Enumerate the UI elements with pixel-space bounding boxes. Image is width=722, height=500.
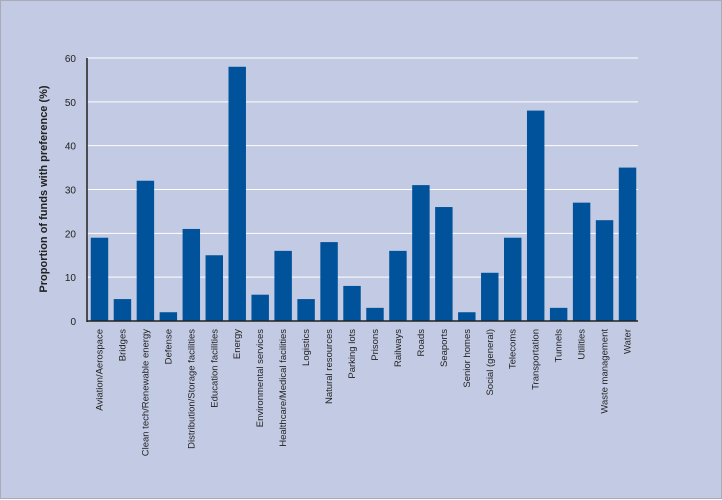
bar-bridges	[113, 299, 132, 321]
x-tick-label: Social (general)	[485, 329, 496, 396]
x-tick-label: Transportation	[531, 329, 542, 390]
x-tick-label: Senior homes	[462, 329, 473, 388]
bar-distribution-storage-facilities	[182, 228, 201, 321]
bar-transportation	[526, 110, 545, 321]
x-tick-label: Clean tech/Renewable energy	[140, 329, 151, 457]
bar-clean-tech-renewable-energy	[136, 180, 155, 321]
x-tick-label: Energy	[232, 329, 243, 359]
y-tick-label: 0	[70, 317, 76, 328]
bar-seaports	[435, 207, 453, 321]
bar-education-facilities	[205, 255, 223, 321]
y-tick-label: 10	[65, 273, 77, 284]
x-tick-label: Roads	[416, 329, 427, 357]
bar-defense	[159, 312, 178, 321]
x-tick-label: Distribution/Storage facilities	[186, 329, 197, 449]
x-tick-label: Tunnels	[554, 329, 565, 363]
y-tick-label: 60	[65, 54, 77, 65]
bar-logistics	[297, 299, 315, 321]
bar-senior-homes	[458, 312, 476, 321]
bar-prisons	[366, 307, 384, 321]
y-tick-label: 20	[65, 229, 77, 240]
x-tick-label: Logistics	[301, 329, 312, 366]
x-tick-label: Defense	[163, 329, 174, 364]
x-tick-label: Environmental services	[255, 329, 266, 427]
y-axis-label: Proportion of funds with preference (%)	[38, 85, 50, 293]
x-tick-label: Parking lots	[347, 329, 358, 379]
x-tick-label: Prisons	[370, 329, 381, 361]
bar-aviation-aerospace	[90, 237, 109, 321]
x-tick-label: Seaports	[439, 329, 450, 367]
x-tick-label: Telecoms	[508, 329, 519, 369]
x-tick-label: Railways	[393, 329, 404, 367]
bar-tunnels	[549, 307, 568, 321]
bar-utilities	[572, 202, 591, 321]
y-tick-label: 30	[65, 186, 77, 197]
bar-roads	[412, 185, 430, 321]
x-tick-label: Waste management	[600, 329, 611, 414]
bar-environmental-services	[251, 294, 269, 321]
bar-water	[618, 167, 637, 321]
x-tick-label: Utilities	[577, 329, 588, 360]
y-tick-label: 50	[65, 98, 77, 109]
bar-telecoms	[504, 237, 522, 321]
bar-waste-management	[595, 220, 614, 321]
bar-energy	[228, 66, 246, 322]
x-tick-label: Aviation/Aerospace	[94, 329, 105, 411]
bar-railways	[389, 250, 407, 321]
bar-social-general-	[481, 272, 499, 321]
y-tick-label: 40	[65, 142, 77, 153]
bar-parking-lots	[343, 285, 361, 321]
x-tick-label: Bridges	[117, 329, 128, 361]
x-tick-label: Natural resources	[324, 329, 335, 404]
bar-natural-resources	[320, 242, 338, 321]
bar-healthcare-medical-facilities	[274, 250, 292, 321]
x-tick-label: Healthcare/Medical facilities	[278, 329, 289, 447]
x-tick-label: Education facilities	[209, 329, 220, 408]
x-tick-label: Water	[623, 329, 634, 354]
